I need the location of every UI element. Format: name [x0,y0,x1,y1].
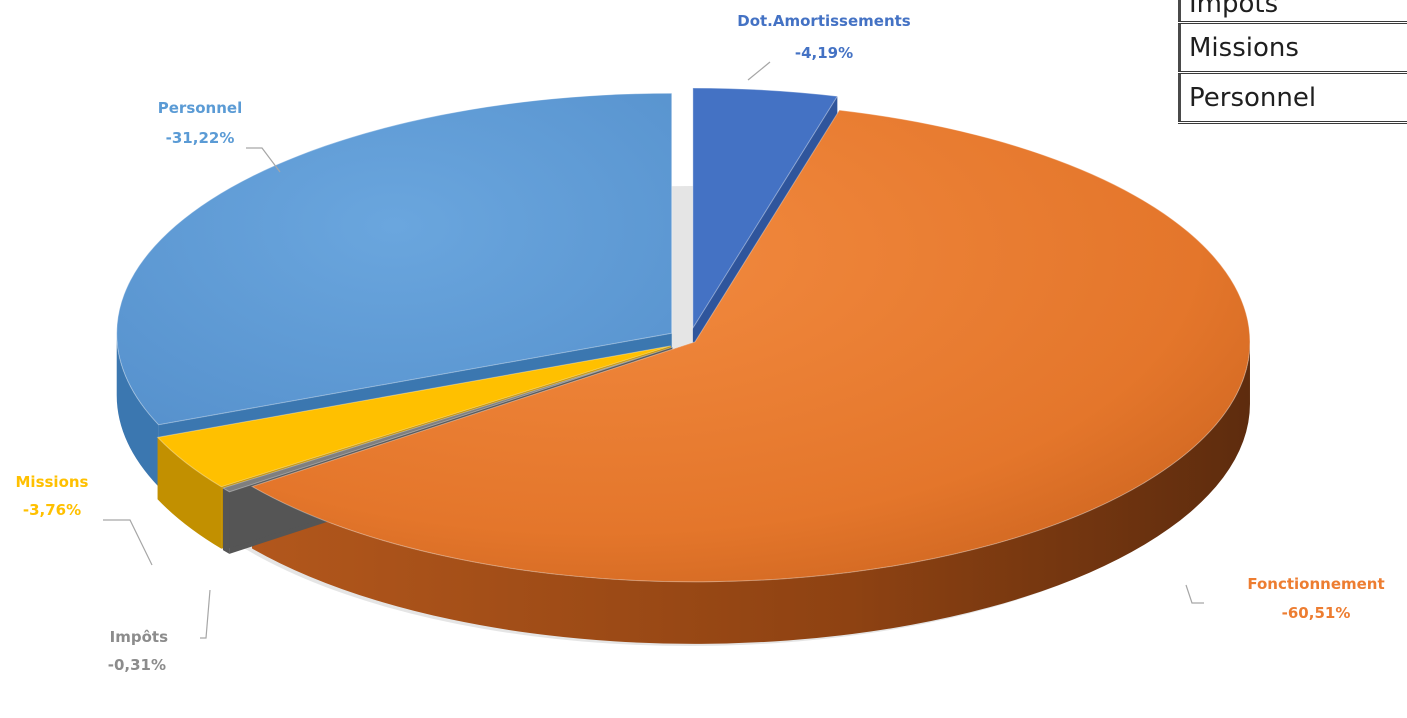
table-cell-impots: Impôts [1179,0,1407,24]
data-label-personnel: -31,22% [166,129,235,147]
data-label-impots: -0,31% [108,656,166,674]
data-label-missions: -3,76% [23,501,81,519]
leader-line-missions [103,519,153,566]
slice-side-impots [222,488,230,554]
leader-line-fonctionnement [1185,584,1204,604]
table-row: Personnel [1179,71,1407,124]
slice-side-missions [157,437,222,549]
table-row: Missions [1179,21,1407,74]
category-label-missions: Missions [16,473,89,491]
leader-line-personnel [246,147,281,173]
slice-missions[interactable] [156,345,671,488]
slice-fonctionnement[interactable] [250,109,1251,583]
slice-dot-amortissements[interactable] [692,87,839,330]
table-cell-missions: Missions [1179,21,1407,74]
slice-side-fonctionnement [252,341,1250,644]
table-cell-personnel: Personnel [1179,71,1407,124]
category-label-fonctionnement: Fonctionnement [1247,575,1384,593]
leader-line-dot-amortissements [747,61,771,81]
table-row: Impôts [1179,0,1407,24]
legend-table: Impôts Missions Personnel [1178,0,1407,124]
leader-line-impots [200,589,211,639]
data-label-fonctionnement: -60,51% [1282,604,1351,622]
category-label-dot-amortissements: Dot.Amortissements [737,12,911,30]
data-label-dot-amortissements: -4,19% [795,44,853,62]
category-label-impots: Impôts [110,628,168,646]
slice-side-personnel [116,333,159,487]
category-label-personnel: Personnel [158,99,242,117]
slice-impots[interactable] [221,346,673,493]
slice-personnel[interactable] [116,92,673,426]
